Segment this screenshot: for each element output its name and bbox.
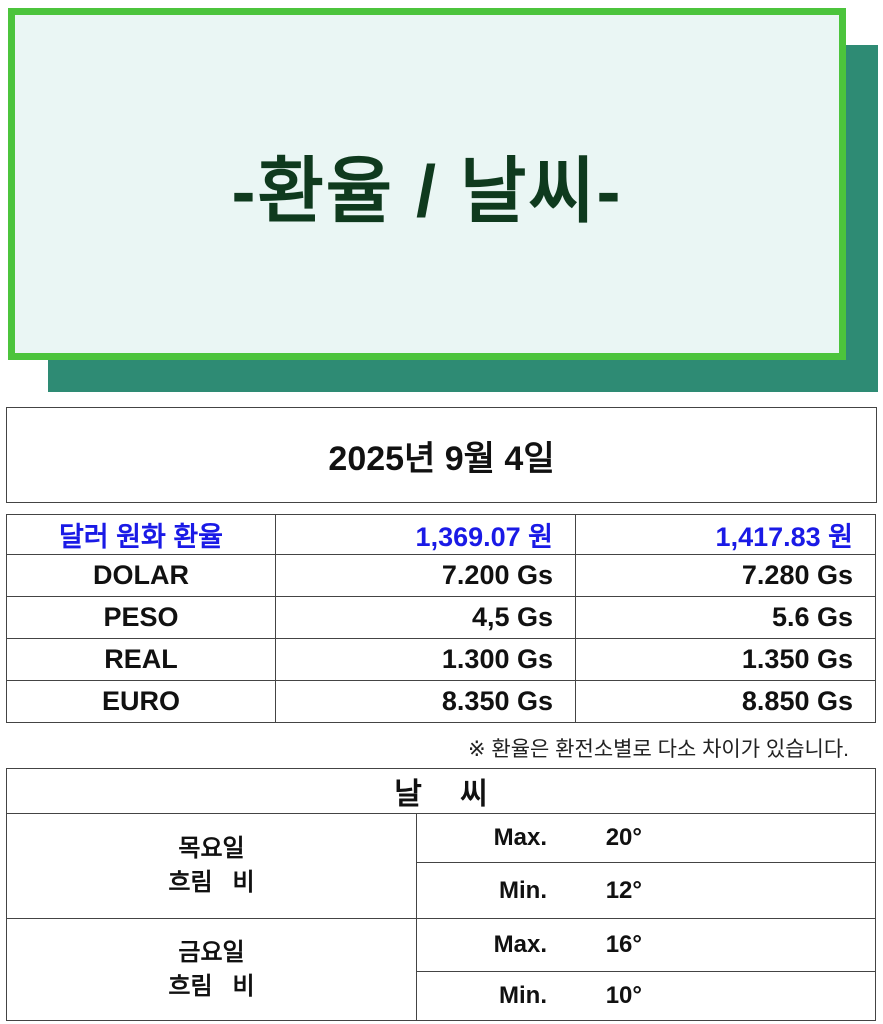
table-row: REAL 1.300 Gs 1.350 Gs	[6, 638, 876, 681]
currency-sell: 7.280 Gs	[575, 554, 876, 597]
date-text: 2025년 9월 4일	[328, 439, 555, 478]
max-value: 20°	[605, 824, 642, 851]
min-temp: Min. 10°	[416, 971, 876, 1021]
day-name: 금요일	[178, 938, 245, 966]
table-row: 날 씨	[6, 768, 876, 814]
table-row: PESO 4,5 Gs 5.6 Gs	[6, 596, 876, 639]
min-value: 10°	[605, 982, 642, 1009]
max-temp: Max. 20°	[416, 813, 876, 863]
currency-name: DOLAR	[6, 554, 276, 597]
currency-name: REAL	[6, 638, 276, 681]
max-temp: Max. 16°	[416, 918, 876, 972]
currency-name: EURO	[6, 680, 276, 723]
rate-label: 달러 원화 환율	[6, 514, 276, 555]
min-value: 12°	[605, 876, 642, 904]
day-condition: 흐림 비	[168, 972, 255, 1000]
currency-sell: 8.850 Gs	[575, 680, 876, 723]
page-title: -환율 / 날씨-	[231, 151, 623, 232]
table-row: Min. 10°	[7, 971, 876, 1021]
currency-buy: 7.200 Gs	[275, 554, 576, 597]
title-banner: -환율 / 날씨-	[8, 8, 846, 360]
weather-day-cell: 금요일 흐림 비	[6, 918, 417, 1021]
currency-sell: 1.350 Gs	[575, 638, 876, 681]
rate-buy: 1,369.07 원	[275, 514, 576, 555]
weather-title: 날 씨	[6, 768, 876, 814]
weather-day-cell: 목요일 흐림 비	[6, 813, 417, 919]
table-row: EURO 8.350 Gs 8.850 Gs	[6, 680, 876, 723]
currency-sell: 5.6 Gs	[575, 596, 876, 639]
day-condition: 흐림 비	[168, 869, 255, 896]
table-row: 금요일 흐림 비 Max. 16°	[6, 918, 876, 1021]
exchange-rate-table: 달러 원화 환율 1,369.07 원 1,417.83 원 DOLAR 7.2…	[6, 514, 876, 723]
max-value: 16°	[605, 931, 642, 958]
currency-buy: 4,5 Gs	[275, 596, 576, 639]
max-label: Max.	[493, 931, 547, 958]
rate-sell: 1,417.83 원	[575, 514, 876, 555]
table-row: Min. 12°	[7, 862, 876, 919]
currency-buy: 1.300 Gs	[275, 638, 576, 681]
min-label: Min.	[499, 876, 547, 904]
rate-note: ※ 환율은 환전소별로 다소 차이가 있습니다.	[467, 738, 849, 761]
min-temp: Min. 12°	[416, 862, 876, 919]
weather-table: 날 씨 목요일 흐림 비 Max. 20° Min. 12° 금요일 흐림 비 Ma…	[6, 768, 876, 1021]
date-box: 2025년 9월 4일	[6, 407, 877, 503]
table-row: 목요일 흐림 비 Max. 20°	[6, 813, 876, 919]
max-label: Max.	[493, 824, 547, 851]
currency-name: PESO	[6, 596, 276, 639]
table-row: DOLAR 7.200 Gs 7.280 Gs	[6, 554, 876, 597]
table-row: 달러 원화 환율 1,369.07 원 1,417.83 원	[6, 514, 876, 555]
currency-buy: 8.350 Gs	[275, 680, 576, 723]
day-name: 목요일	[178, 835, 245, 862]
min-label: Min.	[499, 982, 547, 1009]
